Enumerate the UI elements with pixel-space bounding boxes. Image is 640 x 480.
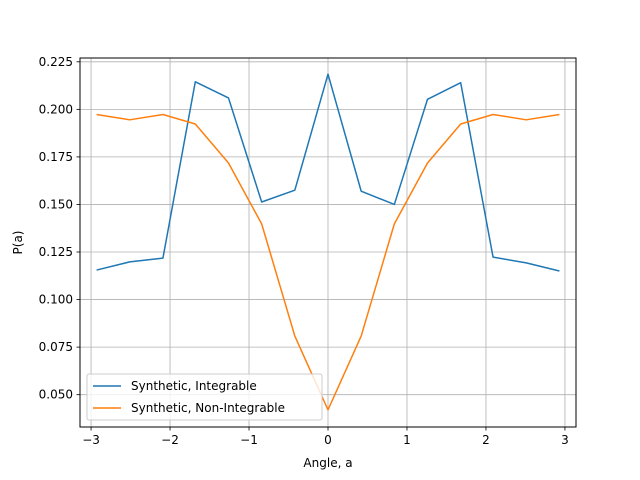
series-line-integrable bbox=[96, 73, 560, 272]
y-tick-label: 0.225 bbox=[39, 55, 73, 69]
series-lines bbox=[96, 73, 560, 411]
x-tick-label: −1 bbox=[240, 433, 258, 447]
legend: Synthetic, Integrable Synthetic, Non-Int… bbox=[86, 373, 323, 421]
series-line-non-integrable bbox=[96, 113, 560, 411]
grid bbox=[80, 58, 576, 427]
y-tick-label: 0.050 bbox=[39, 388, 73, 402]
axis-ticks: −3 −2 −1 0 1 2 3 0.050 0.075 0.100 0.125 0.150 0.175… bbox=[39, 55, 569, 447]
y-tick-label: 0.075 bbox=[39, 340, 73, 354]
legend-label-non-integrable: Synthetic, Non-Integrable bbox=[131, 401, 285, 415]
y-tick-label: 0.100 bbox=[39, 293, 73, 307]
y-axis-label: P(a) bbox=[11, 231, 25, 255]
y-tick-label: 0.175 bbox=[39, 150, 73, 164]
y-tick-label: 0.200 bbox=[39, 102, 73, 116]
legend-label-integrable: Synthetic, Integrable bbox=[131, 379, 257, 393]
x-tick-label: 3 bbox=[561, 433, 569, 447]
y-tick-label: 0.125 bbox=[39, 245, 73, 259]
x-tick-label: −2 bbox=[161, 433, 179, 447]
legend-box bbox=[86, 373, 323, 421]
x-tick-label: 0 bbox=[324, 433, 332, 447]
x-tick-label: 1 bbox=[403, 433, 411, 447]
x-tick-label: −3 bbox=[82, 433, 100, 447]
y-tick-label: 0.150 bbox=[39, 197, 73, 211]
x-axis-label: Angle, a bbox=[303, 456, 352, 470]
x-tick-label: 2 bbox=[482, 433, 490, 447]
